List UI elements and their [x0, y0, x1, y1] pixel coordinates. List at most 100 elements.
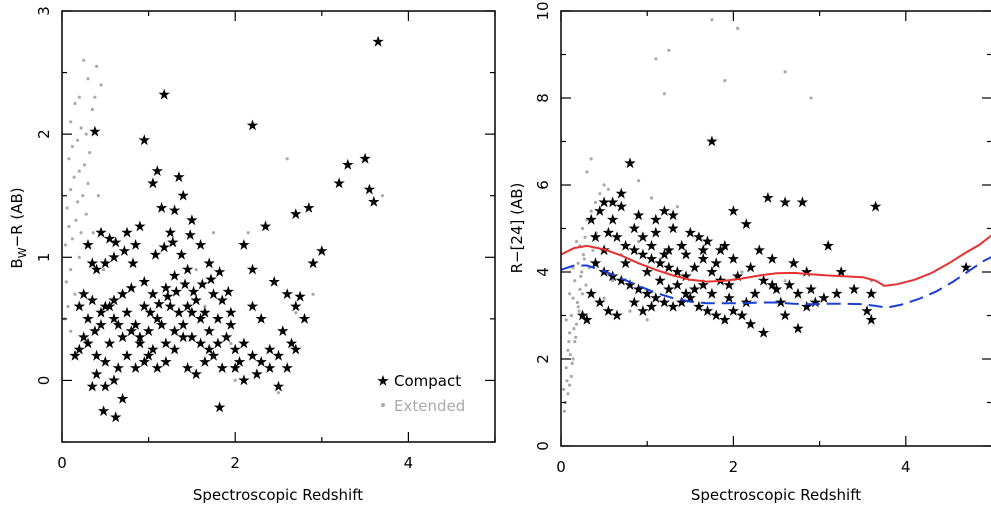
- left-extended-point: [77, 95, 81, 99]
- right-extended-point: [568, 292, 572, 296]
- left-compact-point: [216, 294, 228, 306]
- left-compact-point: [187, 285, 200, 297]
- left-compact-point: [194, 337, 207, 349]
- right-extended-point: [645, 318, 649, 322]
- right-compact-point: [663, 283, 675, 295]
- right-extended-point: [593, 200, 598, 204]
- left-compact-point: [190, 368, 202, 380]
- left-extended-point: [91, 231, 95, 235]
- right-compact-point: [740, 218, 752, 230]
- right-compact-point: [671, 279, 684, 290]
- right-extended-point: [589, 157, 593, 161]
- left-compact-point: [121, 226, 133, 238]
- left-compact-point: [99, 257, 111, 269]
- left-compact-point: [203, 325, 215, 337]
- right-compact-point: [650, 213, 662, 225]
- right-compact-point: [645, 253, 658, 264]
- left-extended-point: [84, 212, 88, 216]
- right-compact-point: [693, 231, 705, 243]
- right-compact-point: [736, 309, 748, 321]
- right-compact-point: [779, 309, 791, 321]
- left-extended-point: [69, 120, 73, 124]
- right-extended-point: [585, 170, 589, 174]
- left-extended-point: [285, 157, 289, 161]
- right-extended-point: [783, 279, 787, 283]
- left-compact-point: [78, 288, 90, 300]
- right-extended-point: [710, 18, 714, 22]
- left-extended-point: [63, 243, 68, 247]
- left-compact-point: [151, 362, 163, 373]
- right-compact-point: [594, 205, 606, 216]
- right-compact-point: [753, 244, 765, 256]
- left-compact-point: [118, 245, 131, 256]
- right-compact-point: [788, 257, 800, 269]
- left-extended-point: [380, 194, 384, 198]
- left-compact-point: [160, 356, 172, 367]
- left-compact-point: [138, 134, 150, 146]
- right-compact-point: [727, 253, 740, 264]
- right-panel: 0 2 4 0 2 4 6 8 10 Spectroscopic Redshift R−[24]…: [508, 1, 991, 504]
- left-compact-point: [177, 319, 189, 330]
- right-compact-point: [667, 209, 679, 221]
- left-extended-point: [70, 144, 74, 149]
- right-x-axis-label: Spectroscopic Redshift: [691, 486, 861, 504]
- left-x-tick-label: 4: [404, 454, 414, 472]
- right-extended-point: [809, 96, 813, 100]
- right-ticks: [560, 10, 991, 447]
- left-extended-point: [311, 292, 315, 296]
- left-compact-point: [142, 325, 155, 337]
- left-compact-point: [89, 125, 101, 137]
- right-compact-point: [822, 239, 834, 251]
- left-extended-point: [74, 218, 78, 222]
- left-compact-point: [255, 356, 267, 367]
- right-compact-point: [869, 200, 882, 212]
- left-extended-point: [96, 194, 100, 198]
- left-extended-point: [79, 126, 83, 130]
- left-x-tick-label: 2: [230, 454, 240, 472]
- right-x-tick-label: 0: [556, 458, 566, 476]
- left-compact-point: [97, 405, 110, 417]
- left-y-tick-label: 3: [35, 6, 53, 16]
- left-extended-point: [99, 83, 103, 87]
- left-compact-point: [121, 349, 133, 361]
- right-compact-point: [645, 300, 658, 312]
- left-compact-point: [82, 312, 94, 324]
- right-compact-point: [779, 196, 791, 208]
- left-y-axis-label-subscript: W: [16, 247, 29, 258]
- legend-compact-marker: [377, 375, 389, 386]
- right-y-tick-label: 10: [534, 1, 552, 20]
- left-compact-point: [173, 306, 185, 318]
- right-compact-point: [632, 209, 645, 221]
- left-compact-point: [86, 294, 98, 306]
- right-extended-point: [675, 205, 680, 209]
- left-compact-point: [121, 306, 133, 318]
- left-extended-point: [82, 163, 87, 167]
- left-ticks: [61, 10, 496, 443]
- right-compact-point: [628, 296, 640, 308]
- left-compact-point: [184, 229, 196, 240]
- left-x-tick-label: 0: [57, 454, 67, 472]
- right-extended-point: [573, 279, 577, 283]
- right-points: [562, 18, 972, 413]
- left-y-tick-label: 1: [35, 253, 53, 263]
- right-y-tick-label: 8: [534, 93, 552, 103]
- left-compact-point: [246, 263, 259, 275]
- right-compact-point: [706, 135, 718, 147]
- right-extended-point: [570, 361, 574, 365]
- right-extended-point: [568, 383, 572, 387]
- left-compact-point: [277, 325, 289, 337]
- left-compact-point: [138, 275, 150, 287]
- left-compact-point: [222, 285, 234, 297]
- left-compact-point: [108, 251, 120, 263]
- right-plot-frame: [560, 10, 991, 447]
- left-extended-point: [69, 268, 73, 272]
- left-compact-point: [125, 282, 137, 293]
- left-compact-point: [281, 288, 293, 300]
- right-compact-point: [624, 157, 636, 169]
- left-compact-point: [316, 245, 328, 256]
- left-compact-point: [162, 290, 174, 302]
- left-compact-point: [177, 189, 189, 201]
- left-compact-point: [246, 119, 259, 131]
- left-compact-point: [147, 288, 159, 300]
- right-extended-point: [567, 340, 571, 344]
